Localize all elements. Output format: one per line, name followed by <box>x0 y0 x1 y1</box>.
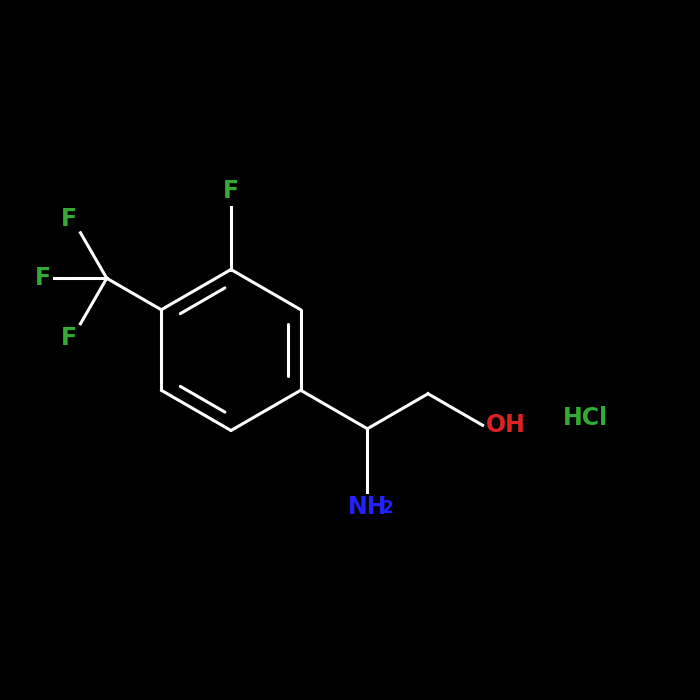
Text: 2: 2 <box>382 498 393 517</box>
Text: F: F <box>34 266 50 290</box>
Text: F: F <box>223 179 239 203</box>
Text: F: F <box>61 326 77 350</box>
Text: NH: NH <box>348 496 387 519</box>
Text: F: F <box>61 206 77 231</box>
Text: OH: OH <box>486 413 526 438</box>
Text: HCl: HCl <box>563 406 608 430</box>
